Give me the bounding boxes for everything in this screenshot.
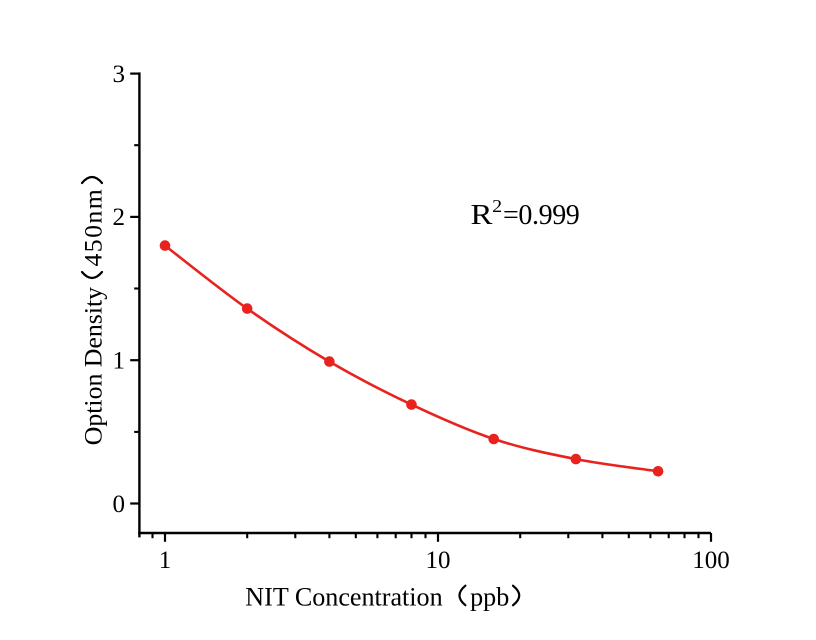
svg-text:=0.999: =0.999	[503, 200, 579, 231]
svg-text:ppb: ppb	[470, 583, 509, 612]
svg-text:Option Density: Option Density	[78, 287, 107, 445]
svg-text:1: 1	[112, 348, 125, 375]
svg-text:2: 2	[112, 204, 125, 231]
svg-text:100: 100	[692, 547, 730, 574]
svg-text:3: 3	[112, 61, 125, 88]
svg-text:1: 1	[159, 547, 172, 574]
svg-text:0: 0	[112, 491, 125, 518]
svg-text:450nm: 450nm	[78, 188, 107, 267]
svg-text:2: 2	[492, 196, 502, 216]
svg-text:R: R	[471, 200, 493, 231]
svg-text:NIT Concentration: NIT Concentration	[245, 583, 442, 612]
svg-text:10: 10	[426, 547, 451, 574]
